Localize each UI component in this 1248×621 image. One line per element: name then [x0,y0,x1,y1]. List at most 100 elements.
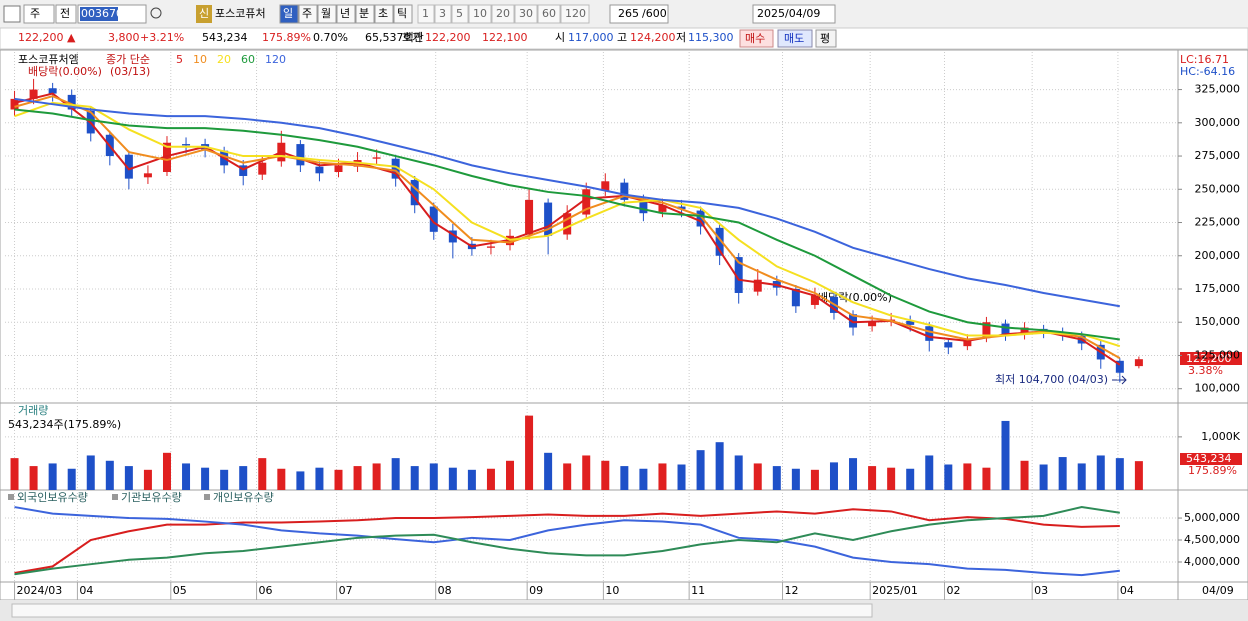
y-tick-label: 250,000 [1195,182,1241,195]
volume-bar [105,460,114,490]
volume-bar [86,455,95,490]
sell: 매도 [784,32,804,45]
x-tick-label: 12 [785,584,799,597]
candle-body [315,166,324,174]
quote-bar [0,27,1248,50]
period: 초 [378,7,388,20]
interval: 5 [456,7,463,20]
candle-body [849,314,858,328]
interval-button[interactable] [468,4,492,24]
candle-body [868,322,877,327]
candle-body [29,89,38,99]
volume-bar [1001,420,1010,490]
volume-bar [1020,460,1029,490]
code-highlight [80,7,118,21]
candle-body [601,181,610,191]
low-arrow [1112,375,1127,385]
period-button[interactable] [279,4,299,24]
interval-button[interactable] [491,4,515,24]
interval-button[interactable] [560,4,590,24]
moving-average [14,108,1120,341]
x-tick-label: 02 [947,584,961,597]
avg: 평 [820,32,830,45]
bid: 122,100 [482,31,528,44]
volume-bar [620,466,629,490]
y-tick-label: 150,000 [1195,315,1241,328]
volume-bar [639,468,648,490]
x-tick-label: 03 [1034,584,1048,597]
market-select[interactable] [23,4,55,24]
prefix: 전 [60,7,70,20]
buy-button[interactable] [739,29,774,48]
candle-body [48,88,57,94]
volume-bar [925,455,934,490]
volume-bar [467,469,476,490]
volume-bar [391,458,400,490]
holding-line [14,506,1120,577]
legend-entry: 120 [265,53,286,66]
volume-subtitle: 543,234주(175.89%) [8,418,121,431]
lc-label: LC:16.71 [1180,53,1229,66]
volume-bar [1077,463,1086,490]
volume-bar [506,460,515,490]
candle-body [1134,359,1143,367]
volume-bar [906,468,915,490]
x-tick-label: 04 [79,584,93,597]
menu-icon[interactable] [3,5,21,23]
prefix-button[interactable] [55,4,77,24]
sell-button[interactable] [777,29,813,48]
x-tick-label: 2025/01 [872,584,918,597]
period-button[interactable] [374,4,394,24]
period-button[interactable] [317,4,337,24]
candle-body [372,157,381,159]
holding-line [14,508,1120,574]
period-button[interactable] [336,4,356,24]
change: 3,800 [108,31,140,44]
legend-swatch [204,494,210,500]
period-button[interactable] [298,4,318,24]
search-icon[interactable] [150,7,162,19]
volume-bar [982,467,991,490]
candle-body [677,206,686,210]
candle-body [753,279,762,292]
interval-button[interactable] [537,4,561,24]
volume-bar [296,471,305,490]
scroll-thumb[interactable] [11,603,873,618]
candle-body [429,206,438,232]
x-tick-label: 04 [1120,584,1134,597]
x-tick-label: 10 [605,584,619,597]
volume-bar [429,463,438,490]
candle-body [982,322,991,339]
period-button[interactable] [393,4,413,24]
interval-button[interactable] [514,4,538,24]
price: 122,200 ▲ [18,31,76,44]
legend-swatch [8,494,14,500]
y-tick-label: 300,000 [1195,116,1241,129]
y-tick-label: 225,000 [1195,216,1241,229]
candle-body [1001,323,1010,336]
date-input[interactable] [752,4,836,24]
interval-button[interactable] [451,4,469,24]
volume-bar [10,458,19,490]
y-tick-label: 1,000K [1201,430,1240,443]
interval-button[interactable] [417,4,435,24]
moving-average [14,92,1121,366]
volume-bar [1058,457,1067,490]
volume-bar [601,460,610,490]
last-price-box [1180,352,1242,365]
volume-bar [887,467,896,490]
volume-bar [810,469,819,490]
volume-bar [1134,461,1143,490]
interval-button[interactable] [434,4,452,24]
volume-bar [182,463,191,490]
turnover: 0.70% [313,31,348,44]
moving-average [14,97,1121,308]
count-input[interactable] [609,4,669,24]
y-tick-label: 5,000,000 [1184,511,1240,524]
volume-bar [734,455,743,490]
period: 틱 [397,7,407,20]
avg-button[interactable] [815,29,837,48]
period-button[interactable] [355,4,375,24]
x-tick-label: 09 [529,584,543,597]
